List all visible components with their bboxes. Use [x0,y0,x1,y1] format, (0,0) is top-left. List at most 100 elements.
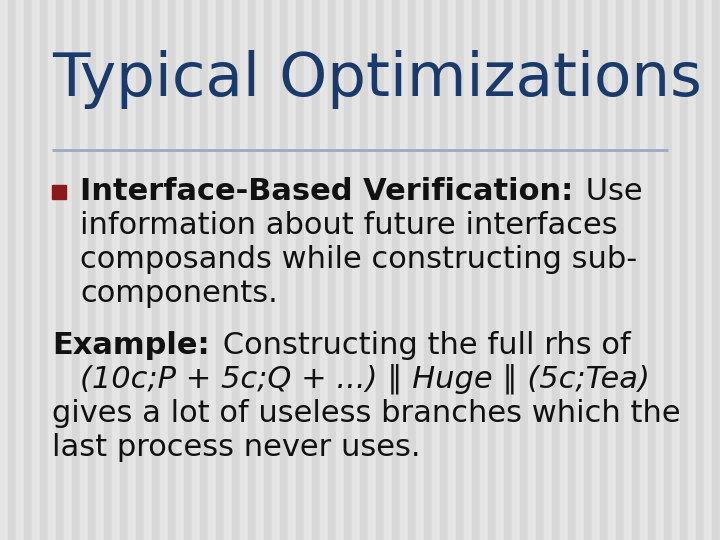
Bar [544,0,552,540]
Bar [232,0,240,540]
Bar [656,0,664,540]
Bar [704,0,712,540]
Bar [560,0,568,540]
Bar [368,0,376,540]
Bar [200,0,208,540]
Text: Use: Use [576,178,643,206]
Bar [336,0,344,540]
Bar [328,0,336,540]
Bar [216,0,224,540]
Bar [64,0,72,540]
Bar [136,0,144,540]
Bar [632,0,640,540]
Bar [400,0,408,540]
Bar [688,0,696,540]
Bar [424,0,432,540]
Bar [536,0,544,540]
Bar [168,0,176,540]
Bar [8,0,16,540]
Bar [680,0,688,540]
Bar [576,0,584,540]
Text: (10c;P + 5c;Q + ...) ∥ Huge ∥ (5c;Tea): (10c;P + 5c;Q + ...) ∥ Huge ∥ (5c;Tea) [80,364,650,394]
Bar [504,0,512,540]
Bar [80,0,88,540]
Bar [192,0,200,540]
Bar [464,0,472,540]
Text: composands while constructing sub-: composands while constructing sub- [80,246,637,274]
Bar [512,0,520,540]
Bar [592,0,600,540]
Bar [376,0,384,540]
Bar [392,0,400,540]
Bar [616,0,624,540]
Bar [712,0,720,540]
Bar [72,0,80,540]
Bar [96,0,104,540]
Text: components.: components. [80,280,278,308]
Text: information about future interfaces: information about future interfaces [80,212,618,240]
Bar [568,0,576,540]
Bar [128,0,136,540]
Bar [152,0,160,540]
Bar [344,0,352,540]
Bar [608,0,616,540]
Bar [24,0,32,540]
Bar [264,0,272,540]
Bar [208,0,216,540]
Bar [528,0,536,540]
Bar [472,0,480,540]
Bar [640,0,648,540]
Bar [280,0,288,540]
Bar [552,0,560,540]
Bar [104,0,112,540]
Bar [432,0,440,540]
Bar [320,0,328,540]
Text: Typical Optimizations: Typical Optimizations [52,50,702,109]
Bar [312,0,320,540]
Bar [480,0,488,540]
Bar [448,0,456,540]
Text: last process never uses.: last process never uses. [52,433,420,462]
Bar [600,0,608,540]
Bar [16,0,24,540]
Bar [296,0,304,540]
Bar [288,0,296,540]
Bar [496,0,504,540]
Bar [272,0,280,540]
Bar [112,0,120,540]
Bar [52,185,66,199]
Bar [120,0,128,540]
Bar [360,0,368,540]
Text: Constructing the full rhs of: Constructing the full rhs of [212,330,630,360]
Bar [56,0,64,540]
Text: Interface-Based Verification:: Interface-Based Verification: [80,178,573,206]
Bar [584,0,592,540]
Bar [648,0,656,540]
Bar [456,0,464,540]
Bar [248,0,256,540]
Bar [520,0,528,540]
Bar [352,0,360,540]
Bar [48,0,56,540]
Bar [224,0,232,540]
Bar [160,0,168,540]
Bar [488,0,496,540]
Bar [184,0,192,540]
Bar [240,0,248,540]
Bar [416,0,424,540]
Text: gives a lot of useless branches which the: gives a lot of useless branches which th… [52,399,680,428]
Bar [304,0,312,540]
Bar [88,0,96,540]
Bar [672,0,680,540]
Bar [440,0,448,540]
Bar [664,0,672,540]
Bar [176,0,184,540]
Bar [408,0,416,540]
Bar [144,0,152,540]
Bar [0,0,8,540]
Text: Example:: Example: [52,330,210,360]
Bar [696,0,704,540]
Bar [624,0,632,540]
Bar [256,0,264,540]
Bar [32,0,40,540]
